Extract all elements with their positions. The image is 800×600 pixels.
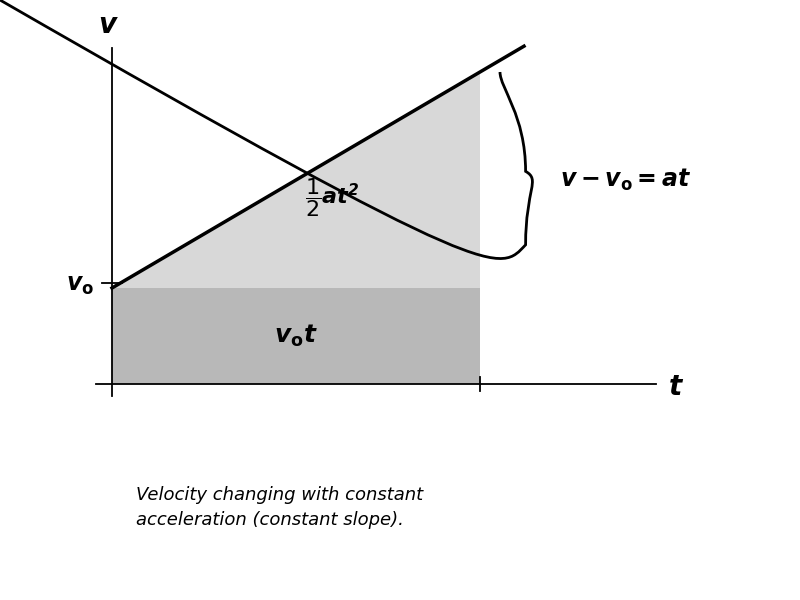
Text: $\dfrac{1}{2}\bfit{at}^2$: $\dfrac{1}{2}\bfit{at}^2$	[306, 176, 360, 219]
Text: Velocity changing with constant
acceleration (constant slope).: Velocity changing with constant accelera…	[136, 486, 423, 529]
Text: $\bfit{v} - \bfit{v}_\mathbf{o} = \bfit{at}$: $\bfit{v} - \bfit{v}_\mathbf{o} = \bfit{…	[560, 167, 691, 193]
Polygon shape	[112, 72, 480, 288]
Text: $\bfit{v}_\mathbf{o}$: $\bfit{v}_\mathbf{o}$	[66, 273, 94, 297]
Text: $\bfit{t}$: $\bfit{t}$	[668, 373, 684, 401]
Text: $\bfit{v}$: $\bfit{v}$	[98, 11, 118, 39]
Polygon shape	[112, 288, 480, 384]
Text: $\bfit{v}_\mathbf{o}\bfit{t}$: $\bfit{v}_\mathbf{o}\bfit{t}$	[274, 323, 318, 349]
